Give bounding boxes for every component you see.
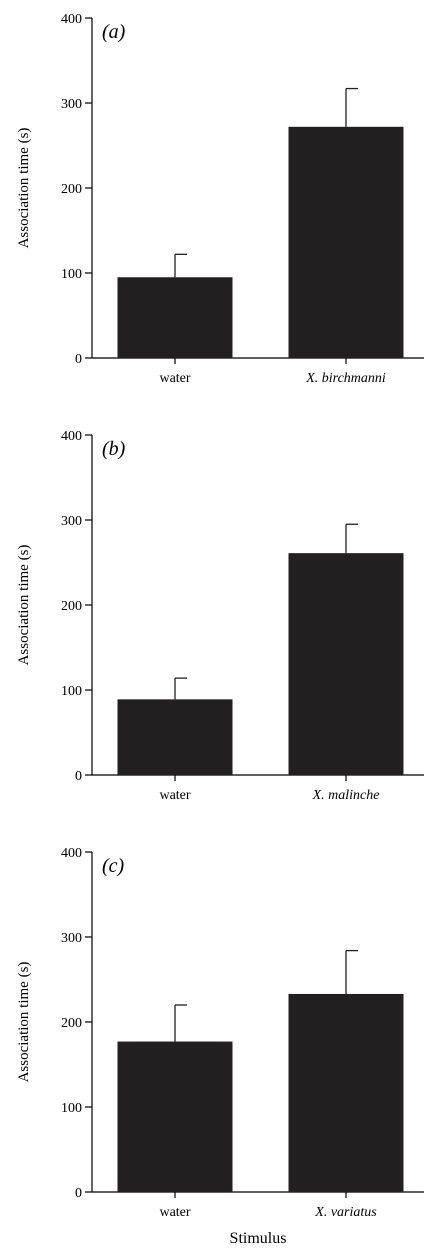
bar-species — [288, 553, 404, 775]
y-tick-label: 400 — [61, 12, 82, 27]
y-tick-label: 300 — [61, 931, 82, 946]
y-axis-label: Association time (s) — [16, 962, 32, 1083]
bar-water — [117, 699, 233, 775]
category-label: X. variatus — [314, 1205, 377, 1220]
y-tick-label: 0 — [75, 352, 82, 367]
bar-species — [288, 993, 404, 1192]
panel-label: (b) — [102, 438, 126, 460]
y-tick-label: 200 — [61, 599, 82, 614]
y-tick-label: 0 — [75, 769, 82, 784]
y-tick-label: 400 — [61, 846, 82, 861]
bar-water — [117, 277, 233, 358]
chart-panels: 0 100 200 300 400 water X. birchmanni (a) Associ… — [16, 12, 424, 1247]
y-tick-label: 100 — [61, 267, 82, 282]
y-tick-label: 200 — [61, 182, 82, 197]
chart-panel-3: 0 100 200 300 400 water X. variatus (c) Associat… — [16, 846, 424, 1247]
y-tick-label: 300 — [61, 97, 82, 112]
category-label: water — [159, 788, 190, 803]
chart-panel-2: 0 100 200 300 400 water X. malinche (b) Associat… — [16, 429, 424, 803]
category-label: water — [159, 1205, 190, 1220]
y-axis-label: Association time (s) — [16, 545, 32, 666]
category-label: X. malinche — [312, 788, 380, 803]
y-tick-label: 100 — [61, 684, 82, 699]
bar-species — [288, 126, 404, 358]
y-axis-label: Association time (s) — [16, 128, 32, 249]
chart-panel-1: 0 100 200 300 400 water X. birchmanni (a) Associ… — [16, 12, 424, 386]
y-tick-label: 200 — [61, 1016, 82, 1031]
y-tick-label: 300 — [61, 514, 82, 529]
bar-water — [117, 1041, 233, 1192]
panel-label: (c) — [102, 855, 125, 877]
y-tick-label: 0 — [75, 1186, 82, 1201]
category-label: X. birchmanni — [305, 371, 386, 386]
x-axis-label: Stimulus — [230, 1230, 287, 1247]
y-tick-label: 100 — [61, 1101, 82, 1116]
y-tick-label: 400 — [61, 429, 82, 444]
category-label: water — [159, 371, 190, 386]
panel-label: (a) — [102, 21, 126, 43]
